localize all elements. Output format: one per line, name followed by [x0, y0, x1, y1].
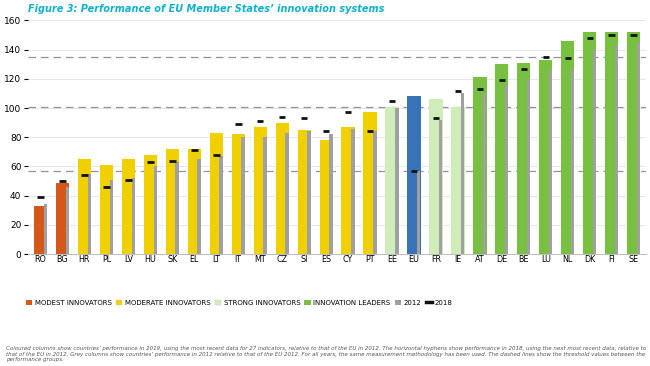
Bar — [385, 107, 398, 254]
Bar — [540, 60, 552, 254]
Bar — [198, 159, 201, 254]
Bar — [505, 85, 508, 254]
Bar — [527, 79, 530, 254]
Bar — [517, 63, 530, 254]
Bar — [276, 123, 289, 254]
Bar — [593, 50, 596, 254]
Bar — [483, 93, 486, 254]
Bar — [627, 32, 640, 254]
Legend: MODEST INNOVATORS, MODERATE INNOVATORS, STRONG INNOVATORS, INNOVATION LEADERS, 2: MODEST INNOVATORS, MODERATE INNOVATORS, … — [25, 299, 452, 306]
Bar — [473, 78, 486, 254]
Bar — [298, 130, 311, 254]
Bar — [144, 155, 157, 254]
Bar — [583, 32, 597, 254]
Bar — [439, 120, 443, 254]
Bar — [66, 187, 69, 254]
Bar — [351, 128, 354, 254]
Bar — [561, 41, 575, 254]
Bar — [430, 99, 443, 254]
Bar — [153, 167, 157, 254]
Bar — [220, 156, 223, 254]
Bar — [44, 205, 47, 254]
Bar — [637, 42, 640, 254]
Bar — [166, 149, 179, 254]
Text: Coloured columns show countries’ performance in 2019, using the most recent data: Coloured columns show countries’ perform… — [6, 346, 647, 362]
Bar — [330, 134, 333, 254]
Bar — [571, 69, 575, 254]
Bar — [210, 133, 223, 254]
Bar — [408, 96, 421, 254]
Bar — [110, 180, 113, 254]
Bar — [417, 171, 421, 254]
Bar — [495, 64, 508, 254]
Bar — [131, 178, 135, 254]
Bar — [461, 93, 465, 254]
Bar — [395, 108, 398, 254]
Bar — [241, 137, 244, 254]
Bar — [605, 32, 618, 254]
Bar — [320, 140, 333, 254]
Bar — [549, 70, 552, 254]
Bar — [34, 206, 47, 254]
Bar — [122, 159, 135, 254]
Bar — [176, 162, 179, 254]
Bar — [363, 112, 376, 254]
Bar — [451, 107, 465, 254]
Bar — [56, 183, 69, 254]
Bar — [307, 131, 311, 254]
Bar — [341, 127, 355, 254]
Bar — [285, 133, 289, 254]
Bar — [231, 134, 245, 254]
Bar — [88, 174, 91, 254]
Bar — [100, 165, 113, 254]
Bar — [188, 149, 201, 254]
Bar — [78, 159, 91, 254]
Bar — [263, 137, 266, 254]
Bar — [615, 45, 618, 254]
Bar — [373, 131, 376, 254]
Bar — [254, 127, 266, 254]
Text: Figure 3: Performance of EU Member States’ innovation systems: Figure 3: Performance of EU Member State… — [29, 4, 385, 14]
